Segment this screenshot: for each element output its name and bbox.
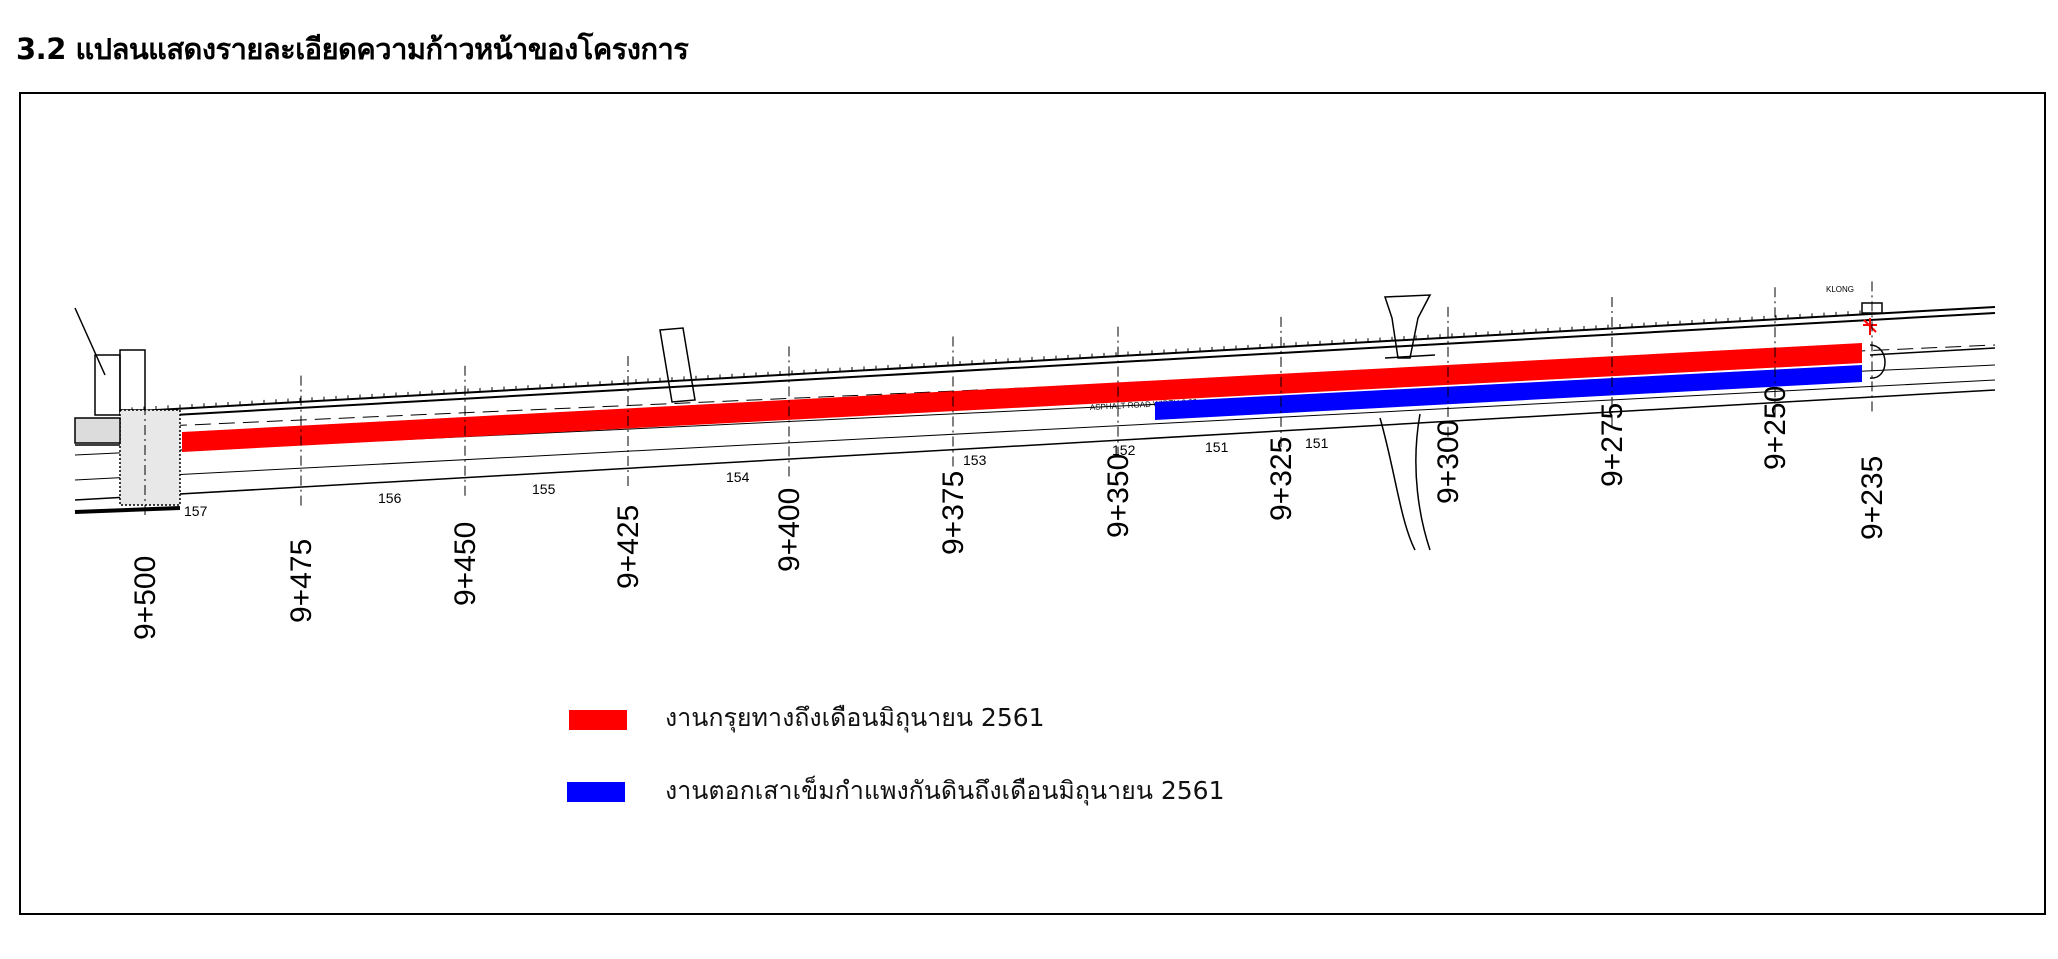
- station-label: 9+400: [773, 488, 806, 572]
- boundary-ticks: [119, 310, 1861, 412]
- station-label: 9+475: [285, 539, 318, 623]
- station-label: 9+500: [129, 556, 162, 640]
- station-label: 9+300: [1432, 420, 1465, 504]
- legend-label-piling: งานตอกเสาเข็มกำแพงกันดินถึงเดือนมิถุนายน…: [665, 775, 1225, 806]
- station-label: 9+450: [449, 522, 482, 606]
- station-label: 9+235: [1856, 456, 1889, 540]
- legend: งานกรุยทางถึงเดือนมิถุนายน 2561 งานตอกเส…: [567, 703, 1225, 806]
- left-structure: [74, 307, 181, 506]
- red-marker: [1863, 318, 1877, 335]
- legend-label-staking: งานกรุยทางถึงเดือนมิถุนายน 2561: [665, 703, 1045, 733]
- section-number: 157: [184, 503, 208, 519]
- section-number: 151: [1205, 439, 1229, 455]
- section-number: 152: [1112, 442, 1136, 458]
- station-label: 9+425: [612, 505, 645, 589]
- page-title: 3.2 แปลนแสดงรายละเอียดความก้าวหน้าของโคร…: [16, 32, 689, 66]
- structures: [659, 294, 1996, 551]
- station-label: 9+325: [1265, 437, 1298, 521]
- section-number: 153: [963, 452, 987, 468]
- legend-swatch-piling: [567, 782, 625, 802]
- road-lines: [74, 306, 1996, 514]
- station-markers: 9+500 9+475 9+450 9+425 9+400 9+375 9+350 9+325…: [129, 281, 1889, 640]
- drawing-frame: [19, 92, 2046, 915]
- station-label: 9+350: [1102, 454, 1135, 538]
- section-number: 154: [726, 469, 750, 485]
- staking-progress-bar: [182, 343, 1862, 452]
- klong-label: KLONG: [1826, 285, 1854, 294]
- section-number: 155: [532, 481, 556, 497]
- section-number: 156: [378, 490, 402, 506]
- legend-swatch-staking: [569, 710, 627, 730]
- piling-progress-bar: [1155, 365, 1862, 420]
- section-numbers: 157 156 155 154 153 152 151 151: [184, 435, 1329, 519]
- station-label: 9+250: [1759, 386, 1792, 470]
- station-label: 9+275: [1596, 403, 1629, 487]
- station-label: 9+375: [937, 471, 970, 555]
- section-number: 151: [1305, 435, 1329, 451]
